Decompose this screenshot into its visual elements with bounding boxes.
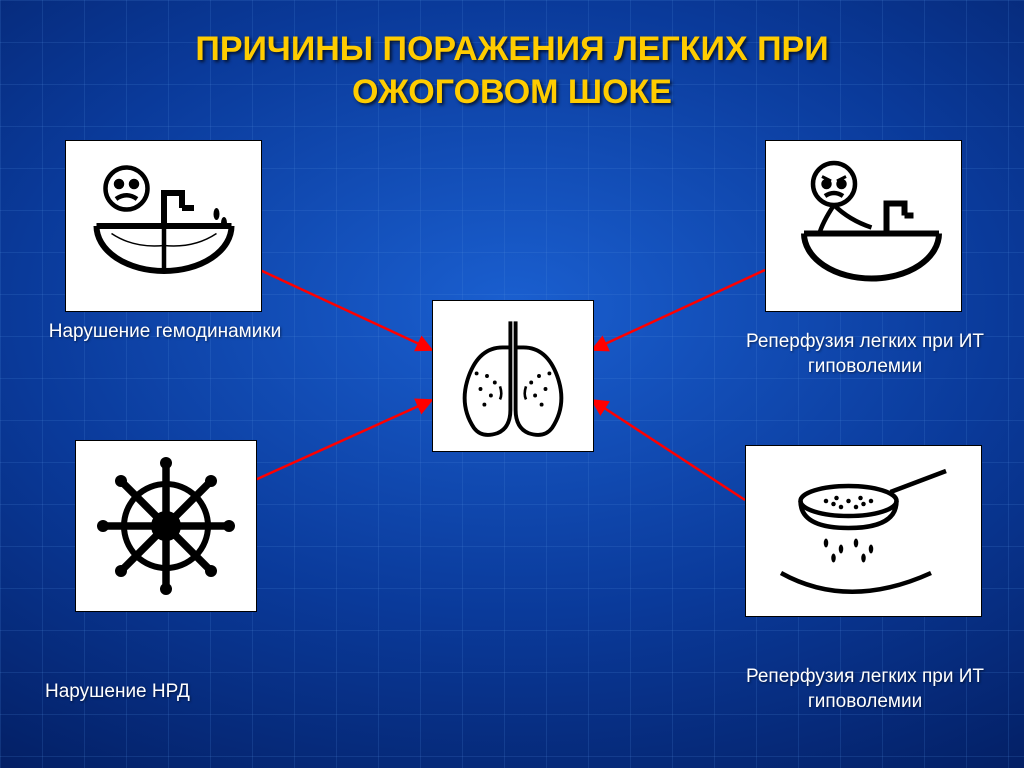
slide: ПРИЧИНЫ ПОРАЖЕНИЯ ЛЕГКИХ ПРИ ОЖОГОВОМ ШО…	[0, 0, 1024, 768]
ship-wheel-icon	[91, 451, 241, 601]
bottom-right-caption-l1: Реперфузия легких при ИТ	[746, 666, 984, 687]
lungs-icon	[443, 311, 583, 441]
title-line-2: ОЖОГОВОМ ШОКЕ	[352, 73, 672, 111]
bathtub-sad-icon	[74, 151, 254, 301]
top-left-node	[65, 140, 262, 312]
bottom-left-caption: Нарушение НРД	[45, 680, 285, 705]
title-line-1: ПРИЧИНЫ ПОРАЖЕНИЯ ЛЕГКИХ ПРИ	[195, 30, 828, 68]
top-right-caption: Реперфузия легких при ИТ гиповолемии	[720, 330, 1010, 379]
bottom-right-node	[745, 445, 982, 617]
center-node	[432, 300, 594, 452]
bottom-right-caption-l2: гиповолемии	[808, 691, 922, 712]
top-left-caption: Нарушение гемодинамики	[25, 320, 305, 345]
bottom-right-caption: Реперфузия легких при ИТ гиповолемии	[720, 665, 1010, 714]
bottom-left-node	[75, 440, 257, 612]
arrow-br	[592, 400, 745, 500]
sieve-drip-icon	[756, 456, 971, 606]
top-right-caption-l2: гиповолемии	[808, 356, 922, 377]
bottom-left-caption-text: Нарушение НРД	[45, 681, 190, 702]
slide-title: ПРИЧИНЫ ПОРАЖЕНИЯ ЛЕГКИХ ПРИ ОЖОГОВОМ ШО…	[0, 28, 1024, 113]
top-right-caption-l1: Реперфузия легких при ИТ	[746, 331, 984, 352]
arrow-bl	[255, 400, 432, 480]
bathtub-angry-icon	[774, 151, 954, 301]
top-right-node	[765, 140, 962, 312]
top-left-caption-text: Нарушение гемодинамики	[49, 321, 282, 342]
